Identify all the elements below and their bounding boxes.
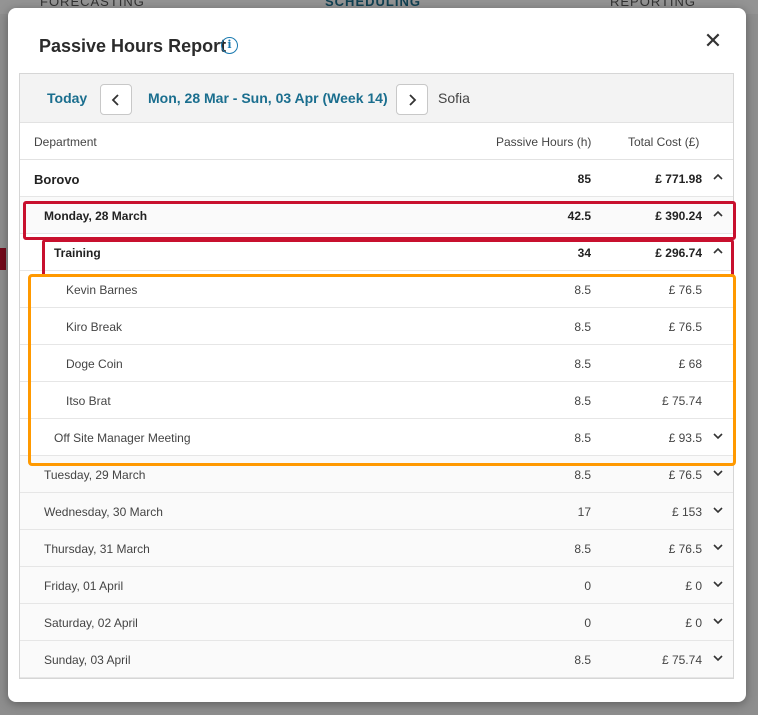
row-label: Itso Brat <box>66 394 111 408</box>
chevron-down-icon[interactable] <box>711 503 725 517</box>
day-row-saturday[interactable]: Saturday, 02 April 0 £ 0 <box>20 604 733 641</box>
row-hours: 34 <box>577 246 591 260</box>
row-cost: £ 153 <box>671 505 702 519</box>
row-cost: £ 771.98 <box>655 172 702 186</box>
chevron-up-icon[interactable] <box>711 207 725 221</box>
day-row-tuesday[interactable]: Tuesday, 29 March 8.5 £ 76.5 <box>20 456 733 493</box>
row-label: Training <box>54 246 101 260</box>
chevron-up-icon[interactable] <box>711 244 725 258</box>
row-label: Borovo <box>34 172 80 187</box>
row-label: Saturday, 02 April <box>44 616 138 630</box>
row-cost: £ 75.74 <box>661 653 702 667</box>
row-hours: 8.5 <box>574 394 591 408</box>
row-hours: 0 <box>584 616 591 630</box>
row-hours: 8.5 <box>574 542 591 556</box>
day-row-monday[interactable]: Monday, 28 March 42.5 £ 390.24 <box>20 197 733 234</box>
row-cost: £ 93.5 <box>668 431 702 445</box>
row-hours: 8.5 <box>574 283 591 297</box>
modal-header: Passive Hours Report i ✕ <box>8 8 746 72</box>
employee-row: Itso Brat 8.5 £ 75.74 <box>20 382 733 419</box>
today-button[interactable]: Today <box>47 90 88 106</box>
chevron-down-icon[interactable] <box>711 577 725 591</box>
row-label: Monday, 28 March <box>44 209 148 223</box>
category-row-training[interactable]: Training 34 £ 296.74 <box>20 234 733 271</box>
row-cost: £ 76.5 <box>668 320 702 334</box>
employee-row: Doge Coin 8.5 £ 68 <box>20 345 733 382</box>
row-hours: 8.5 <box>574 431 591 445</box>
row-hours: 8.5 <box>574 357 591 371</box>
chevron-up-icon[interactable] <box>711 170 725 184</box>
row-label: Friday, 01 April <box>44 579 124 593</box>
info-icon[interactable]: i <box>221 37 238 54</box>
row-cost: £ 0 <box>685 616 702 630</box>
row-cost: £ 390.24 <box>655 209 702 223</box>
employee-row: Kevin Barnes 8.5 £ 76.5 <box>20 271 733 308</box>
row-hours: 8.5 <box>574 653 591 667</box>
department-row-borovo[interactable]: Borovo 85 £ 771.98 <box>20 160 733 197</box>
chevron-down-icon[interactable] <box>711 651 725 665</box>
chevron-down-icon[interactable] <box>711 614 725 628</box>
week-range-label[interactable]: Mon, 28 Mar - Sun, 03 Apr (Week 14) <box>148 90 388 106</box>
row-label: Sunday, 03 April <box>44 653 131 667</box>
employee-row: Kiro Break 8.5 £ 76.5 <box>20 308 733 345</box>
report-panel: Today Mon, 28 Mar - Sun, 03 Apr (Week 14… <box>19 73 736 679</box>
row-cost: £ 76.5 <box>668 468 702 482</box>
row-label: Kevin Barnes <box>66 283 138 297</box>
column-total-cost: Total Cost (£) <box>628 135 700 149</box>
background-marker <box>0 248 6 270</box>
chevron-down-icon[interactable] <box>711 540 725 554</box>
close-icon[interactable]: ✕ <box>703 28 723 53</box>
row-label: Doge Coin <box>66 357 123 371</box>
date-toolbar: Today Mon, 28 Mar - Sun, 03 Apr (Week 14… <box>20 74 733 123</box>
row-cost: £ 76.5 <box>668 283 702 297</box>
passive-hours-modal: Passive Hours Report i ✕ Today Mon, 28 M… <box>8 8 746 702</box>
row-hours: 42.5 <box>567 209 591 223</box>
row-hours: 17 <box>577 505 591 519</box>
chevron-down-icon[interactable] <box>711 466 725 480</box>
row-hours: 85 <box>577 172 591 186</box>
next-week-button[interactable] <box>396 84 428 115</box>
row-label: Tuesday, 29 March <box>44 468 146 482</box>
day-row-sunday[interactable]: Sunday, 03 April 8.5 £ 75.74 <box>20 641 733 678</box>
row-label: Wednesday, 30 March <box>44 505 163 519</box>
row-label: Off Site Manager Meeting <box>54 431 191 445</box>
column-department: Department <box>34 135 97 149</box>
nav-forecasting: FORECASTING <box>40 0 145 9</box>
row-label: Kiro Break <box>66 320 123 334</box>
chevron-down-icon[interactable] <box>711 429 725 443</box>
modal-title: Passive Hours Report <box>39 36 227 56</box>
table-header: Department Passive Hours (h) Total Cost … <box>20 123 733 160</box>
row-hours: 8.5 <box>574 320 591 334</box>
row-cost: £ 68 <box>678 357 702 371</box>
previous-week-button[interactable] <box>100 84 132 115</box>
day-row-friday[interactable]: Friday, 01 April 0 £ 0 <box>20 567 733 604</box>
day-row-wednesday[interactable]: Wednesday, 30 March 17 £ 153 <box>20 493 733 530</box>
nav-scheduling: SCHEDULING <box>325 0 421 9</box>
day-row-thursday[interactable]: Thursday, 31 March 8.5 £ 76.5 <box>20 530 733 567</box>
row-label: Thursday, 31 March <box>44 542 150 556</box>
column-passive-hours: Passive Hours (h) <box>496 135 592 149</box>
row-hours: 0 <box>584 579 591 593</box>
row-cost: £ 296.74 <box>655 246 702 260</box>
chevron-left-icon <box>111 94 119 106</box>
row-cost: £ 76.5 <box>668 542 702 556</box>
row-hours: 8.5 <box>574 468 591 482</box>
report-rows: Borovo 85 £ 771.98 Monday, 28 March 42.5… <box>20 160 733 678</box>
category-row-off-site-meeting[interactable]: Off Site Manager Meeting 8.5 £ 93.5 <box>20 419 733 456</box>
nav-reporting: REPORTING <box>610 0 697 9</box>
location-label: Sofia <box>438 90 470 106</box>
row-cost: £ 0 <box>685 579 702 593</box>
chevron-right-icon <box>409 94 417 106</box>
row-cost: £ 75.74 <box>661 394 702 408</box>
